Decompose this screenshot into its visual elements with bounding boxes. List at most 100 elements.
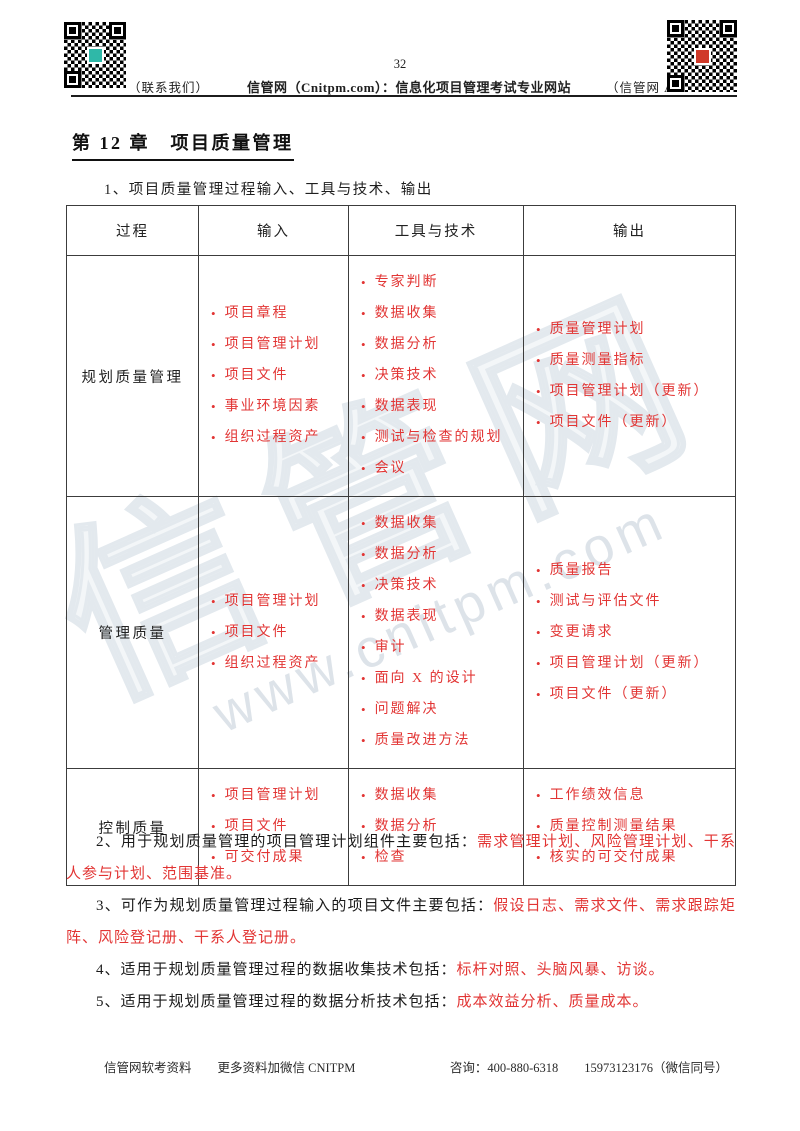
header-divider: [71, 95, 737, 97]
col-header-inputs: 输入: [198, 205, 349, 256]
list-item-text: 质量管理计划: [549, 321, 646, 337]
footer-phone-text: 15973123176（微信同号）: [584, 1061, 728, 1075]
qr-logo-icon: [693, 47, 711, 65]
list-item: • 数据收集: [359, 514, 519, 534]
list-item: • 项目管理计划: [209, 786, 344, 806]
list-item-text: 检查: [374, 850, 407, 865]
outputs-cell: • 质量报告 • 测试与评估文件 • 变更请求 • 项目管理计划（更新） • 项目文件（更新）: [523, 496, 736, 769]
list-item-text: 项目管理计划: [224, 337, 321, 352]
list-item-text: 项目文件: [224, 368, 289, 383]
bullet-icon: •: [211, 788, 216, 803]
bullet-icon: •: [536, 819, 541, 834]
bullet-list: • 数据收集 • 数据分析 • 决策技术 • 数据表现 • 审计 • 面向 X 的设计 • 问题解决 • 质量…: [359, 514, 519, 751]
list-item-text: 质量改进方法: [374, 733, 471, 748]
list-item: • 质量管理计划: [534, 320, 731, 340]
contact-caption: （联系我们）: [128, 81, 210, 95]
list-item-text: 事业环境因素: [224, 399, 321, 414]
bullet-icon: •: [211, 430, 216, 445]
list-item: • 项目文件: [209, 366, 344, 386]
site-header-text: 信管网（Cnitpm.com）：信息化项目管理考试专业网站: [247, 80, 571, 95]
list-item-text: 面向 X 的设计: [374, 671, 478, 686]
list-item: • 数据收集: [359, 786, 519, 806]
list-item-text: 测试与评估文件: [549, 593, 662, 609]
list-item: • 项目文件: [209, 817, 344, 837]
bullet-icon: •: [536, 414, 541, 430]
list-item: • 工作绩效信息: [534, 786, 731, 806]
page-title: 第 12 章 项目质量管理: [72, 129, 294, 161]
list-item: • 项目管理计划（更新）: [534, 654, 731, 674]
bullet-icon: •: [361, 306, 366, 321]
list-item-text: 项目文件（更新）: [549, 414, 678, 430]
list-item: • 核实的可交付成果: [534, 848, 731, 868]
bullet-icon: •: [211, 306, 216, 321]
bullet-list: • 数据收集 • 数据分析 • 检查: [359, 786, 519, 868]
list-item-text: 会议: [374, 461, 407, 476]
qr-finder-icon: [64, 22, 81, 39]
note-black-text: 3、可作为规划质量管理过程输入的项目文件主要包括：: [96, 898, 494, 914]
bullet-icon: •: [361, 733, 366, 748]
process-ito-table: 过程 输入 工具与技术 输出 规划质量管理 • 项目章程 • 项目管理计划 • 项目文件 •…: [66, 205, 736, 886]
list-item-text: 组织过程资产: [224, 430, 321, 445]
qr-finder-icon: [109, 22, 126, 39]
bullet-icon: •: [361, 609, 366, 624]
footer-right: 咨询：400-880-6318 15973123176（微信同号）: [450, 1057, 728, 1076]
col-header-process: 过程: [66, 205, 199, 256]
intro-line: 1、项目质量管理过程输入、工具与技术、输出: [104, 182, 433, 198]
qr-finder-icon: [667, 20, 684, 37]
list-item: • 项目管理计划: [209, 335, 344, 355]
list-item: • 检查: [359, 848, 519, 868]
list-item-text: 质量测量指标: [549, 352, 646, 368]
bullet-icon: •: [211, 624, 216, 640]
list-item: • 决策技术: [359, 366, 519, 386]
qr-finder-icon: [720, 20, 737, 37]
list-item-text: 质量控制测量结果: [549, 819, 678, 834]
bullet-icon: •: [536, 593, 541, 609]
bullet-icon: •: [361, 788, 366, 803]
list-item-text: 数据收集: [374, 516, 439, 531]
list-item-text: 数据分析: [374, 337, 439, 352]
note-red-text: 成本效益分析、质量成本。: [456, 994, 649, 1010]
list-item-text: 决策技术: [374, 578, 439, 593]
footer-left: 信管网软考资料 更多资料加微信 CNITPM: [104, 1057, 355, 1076]
bullet-icon: •: [536, 850, 541, 865]
qr-code-contact: [64, 22, 126, 88]
note-black-text: 2、用于规划质量管理的项目管理计划组件主要包括：: [96, 834, 478, 850]
bullet-icon: •: [211, 337, 216, 352]
list-item: • 数据分析: [359, 817, 519, 837]
inputs-cell: • 项目章程 • 项目管理计划 • 项目文件 • 事业环境因素 • 组织过程资产: [198, 255, 349, 497]
qr-finder-icon: [667, 75, 684, 92]
list-item: • 质量报告: [534, 561, 731, 581]
process-name: 规划质量管理: [66, 255, 199, 497]
list-item: • 项目文件（更新）: [534, 685, 731, 705]
list-item: • 可交付成果: [209, 848, 344, 868]
list-item-text: 数据分析: [374, 819, 439, 834]
bullet-list: • 项目管理计划 • 项目文件 • 可交付成果: [209, 786, 344, 868]
bullet-icon: •: [211, 593, 216, 609]
list-item-text: 数据表现: [374, 609, 439, 624]
note-red-text: 需求管理计划、风险管理计划、干系人参与计划、范围基准。: [66, 834, 736, 882]
footer-brand-text: 信管网软考资料: [104, 1061, 192, 1075]
outputs-cell: • 工作绩效信息 • 质量控制测量结果 • 核实的可交付成果: [523, 768, 736, 886]
list-item: • 数据表现: [359, 397, 519, 417]
list-item: • 质量测量指标: [534, 351, 731, 371]
list-item-text: 项目文件: [224, 819, 289, 834]
note-black-text: 5、适用于规划质量管理过程的数据分析技术包括：: [96, 994, 457, 1010]
bullet-icon: •: [361, 516, 366, 531]
list-item: • 测试与评估文件: [534, 592, 731, 612]
bullet-icon: •: [536, 686, 541, 702]
list-item-text: 变更请求: [549, 624, 614, 640]
qr-finder-icon: [64, 71, 81, 88]
list-item: • 审计: [359, 638, 519, 658]
list-item-text: 组织过程资产: [224, 655, 321, 671]
list-item-text: 工作绩效信息: [549, 788, 646, 803]
page-footer: 信管网软考资料 更多资料加微信 CNITPM 咨询：400-880-6318 1…: [66, 1057, 736, 1076]
list-item-text: 数据收集: [374, 306, 439, 321]
bullet-icon: •: [211, 655, 216, 671]
list-item-text: 项目管理计划: [224, 788, 321, 803]
bullet-icon: •: [361, 337, 366, 352]
page-number: 32: [393, 57, 407, 71]
bullet-icon: •: [536, 321, 541, 337]
bullet-icon: •: [361, 702, 366, 717]
list-item: • 数据表现: [359, 607, 519, 627]
list-item: • 事业环境因素: [209, 397, 344, 417]
